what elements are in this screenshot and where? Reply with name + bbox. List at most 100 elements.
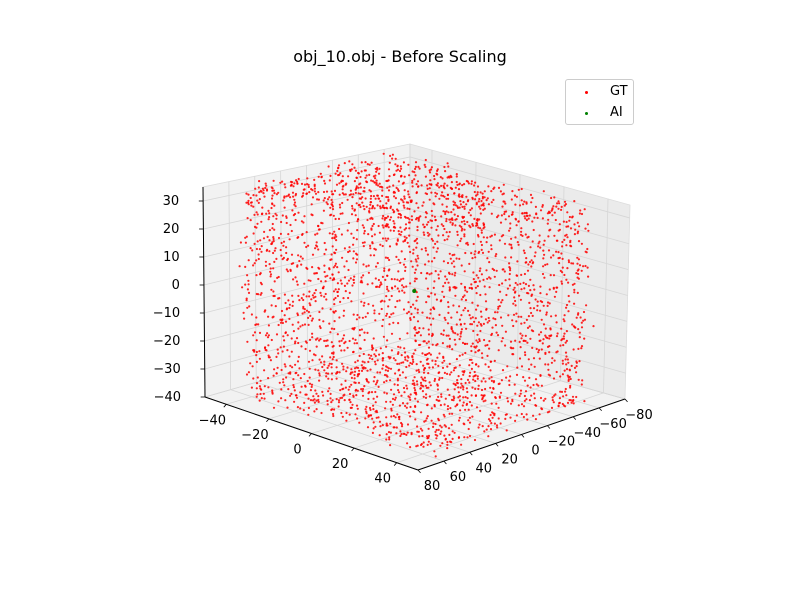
gt-point: [319, 361, 323, 364]
x-tick-label-mark: [351, 447, 355, 452]
gt-point: [512, 353, 515, 356]
gt-point: [463, 423, 466, 426]
gt-point: [243, 317, 246, 320]
gt-point: [272, 315, 275, 318]
gt-point: [561, 402, 564, 406]
gt-point: [415, 363, 418, 366]
gt-point: [303, 188, 306, 191]
gt-point: [329, 392, 332, 395]
gt-point: [407, 310, 410, 313]
gt-point: [405, 384, 408, 387]
gt-point: [405, 236, 408, 239]
gt-point: [434, 195, 437, 198]
gt-point: [437, 277, 440, 280]
gt-point: [446, 405, 450, 408]
gt-point: [259, 392, 262, 396]
gt-point: [399, 165, 402, 168]
gt-point: [313, 272, 316, 275]
gt-point: [373, 254, 376, 257]
gt-point: [307, 323, 310, 326]
gt-point: [373, 233, 376, 236]
gt-point: [347, 279, 351, 282]
gt-point: [334, 172, 337, 175]
gt-point: [388, 298, 391, 301]
gt-point: [485, 307, 488, 311]
gt-point: [559, 375, 562, 378]
gt-point: [366, 218, 369, 222]
gt-point: [365, 378, 368, 381]
gt-point: [458, 224, 461, 227]
gt-point: [468, 400, 472, 404]
gt-point: [523, 287, 526, 290]
gt-point: [370, 194, 373, 198]
gt-point: [350, 213, 354, 216]
gt-point: [558, 262, 561, 265]
gt-point: [562, 395, 565, 398]
gt-point: [534, 418, 538, 421]
gt-point: [426, 352, 429, 356]
gt-point: [301, 324, 304, 327]
gt-point: [565, 330, 569, 333]
gt-point: [413, 327, 416, 330]
gt-point: [446, 388, 449, 391]
gt-point: [398, 279, 401, 283]
gt-point: [377, 416, 380, 419]
gt-point: [428, 187, 431, 190]
gt-point: [359, 186, 362, 189]
gt-point: [564, 390, 567, 393]
y-tick-label: −80: [625, 408, 652, 423]
gt-point: [453, 431, 456, 434]
gt-point: [402, 277, 405, 280]
gt-point: [504, 344, 507, 347]
gt-point: [354, 191, 357, 194]
gt-point: [396, 413, 399, 416]
gt-point: [431, 239, 434, 242]
gt-point: [357, 192, 360, 195]
gt-point: [312, 296, 315, 299]
gt-point: [489, 277, 492, 280]
gt-point: [320, 221, 323, 224]
gt-point: [520, 322, 523, 325]
gt-point: [510, 237, 513, 240]
gt-point: [259, 293, 262, 296]
gt-point: [414, 339, 417, 342]
gt-point: [468, 381, 471, 384]
gt-point: [358, 316, 361, 319]
gt-point: [479, 293, 482, 297]
gt-point: [260, 283, 263, 286]
gt-point: [536, 216, 539, 219]
gt-point: [468, 358, 472, 361]
gt-point: [364, 161, 367, 164]
gt-point: [264, 334, 268, 337]
gt-point: [406, 387, 409, 390]
gt-point: [581, 379, 584, 382]
gt-point: [446, 193, 449, 197]
gt-point: [556, 332, 559, 335]
gt-point: [405, 433, 408, 436]
gt-point: [343, 162, 346, 165]
gt-point: [413, 384, 416, 387]
gt-point: [344, 193, 347, 196]
gt-point: [320, 280, 323, 283]
gt-point: [498, 239, 501, 242]
gt-point: [268, 216, 271, 219]
gt-point: [330, 213, 333, 216]
gt-point: [376, 204, 379, 207]
gt-point: [318, 374, 321, 377]
gt-point: [523, 211, 526, 215]
gt-point: [514, 236, 517, 239]
gt-point: [398, 374, 402, 377]
gt-point: [463, 436, 466, 439]
gt-point: [335, 377, 338, 380]
gt-point: [514, 419, 517, 422]
gt-point: [433, 405, 436, 408]
gt-point: [276, 348, 279, 351]
gt-point: [583, 318, 587, 321]
gt-point: [378, 285, 381, 289]
gt-point: [341, 212, 344, 215]
gt-point: [520, 288, 523, 291]
gt-point: [365, 205, 368, 208]
gt-point: [436, 169, 439, 172]
gt-point: [400, 361, 403, 364]
gt-point: [519, 389, 523, 392]
